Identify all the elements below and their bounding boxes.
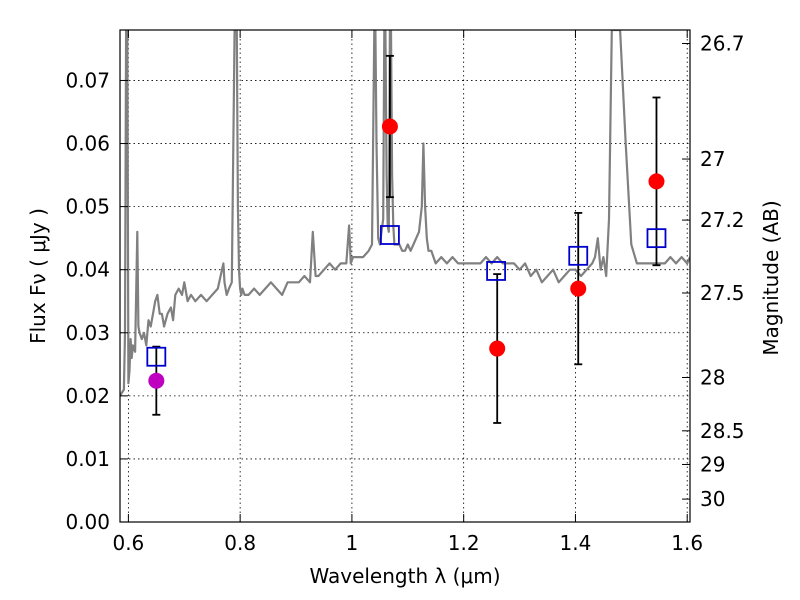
y-tick-label: 0.02 — [65, 384, 110, 408]
markers — [146, 54, 667, 424]
observed-point — [381, 118, 398, 135]
right-tick-label: 26.7 — [700, 32, 745, 56]
observed-point — [489, 340, 506, 357]
y-tick-label: 0.01 — [65, 447, 110, 471]
y-tick-label: 0.00 — [65, 510, 110, 534]
observed-point — [148, 372, 165, 389]
model-photometry-point — [646, 228, 667, 249]
y-axis-title: Flux Fν ( μJy ) — [26, 208, 50, 344]
model-photometry-point — [146, 346, 167, 367]
y-tick-label: 0.07 — [65, 68, 110, 92]
model-photometry-point — [568, 245, 589, 266]
axes: 0.6 0.8 1 1.2 1.4 1.6 0.00 0.01 0.02 0.03 0.04 0.05… — [65, 30, 745, 555]
plot-frame — [119, 29, 691, 523]
y-tick-label: 0.05 — [65, 195, 110, 219]
x-tick-label: 1 — [346, 531, 359, 555]
x-tick-label: 1.6 — [671, 531, 703, 555]
y-tick-label: 0.03 — [65, 321, 110, 345]
right-tick-label: 29 — [700, 452, 725, 476]
x-tick-label: 1.4 — [560, 531, 592, 555]
right-tick-label: 28.5 — [700, 419, 745, 443]
right-tick-label: 30 — [700, 487, 725, 511]
right-tick-label: 27.2 — [700, 208, 745, 232]
x-tick-label: 1.2 — [448, 531, 480, 555]
observed-point — [648, 173, 665, 190]
x-tick-label: 0.6 — [112, 531, 144, 555]
right-tick-label: 27 — [700, 147, 725, 171]
model-photometry-point — [380, 225, 400, 245]
grid — [120, 30, 690, 523]
x-axis-title: Wavelength λ (μm) — [309, 564, 500, 588]
x-tick-label: 0.8 — [224, 531, 256, 555]
right-axis-title: Magnitude (AB) — [759, 200, 783, 355]
model-photometry-point — [486, 261, 506, 281]
right-tick-label: 28 — [700, 365, 725, 389]
plot-area — [120, 30, 690, 397]
right-tick-label: 27.5 — [700, 281, 745, 305]
y-tick-label: 0.04 — [65, 258, 110, 282]
y-tick-label: 0.06 — [65, 132, 110, 156]
observed-point — [570, 280, 587, 297]
model-spectrum-line — [120, 30, 690, 397]
